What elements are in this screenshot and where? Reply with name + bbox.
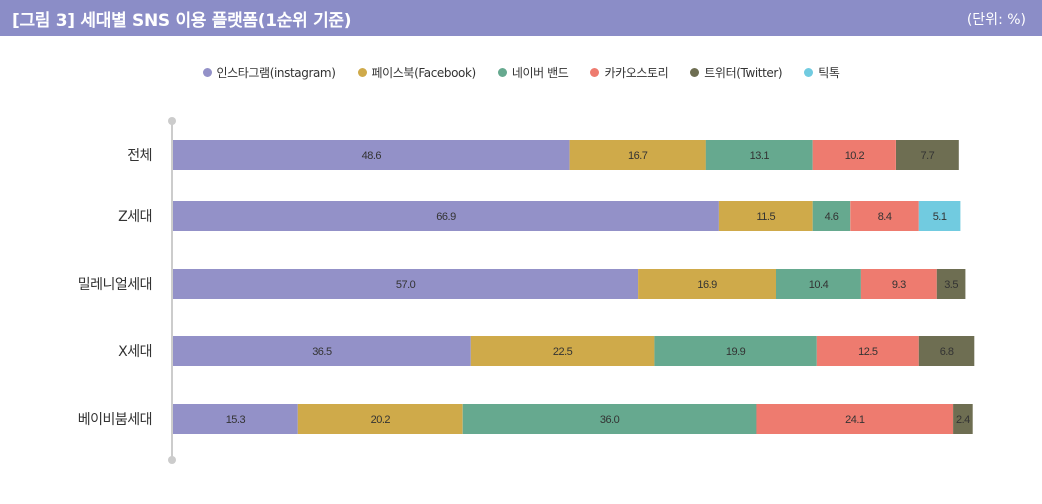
axis-end-dot bbox=[168, 456, 176, 464]
category-label: 밀레니얼세대 bbox=[78, 277, 152, 293]
legend-swatch bbox=[690, 67, 700, 77]
chart-header: [그림 3] 세대별 SNS 이용 플랫폼(1순위 기준) (단위: %) bbox=[0, 0, 1042, 36]
unit-label: (단위: %) bbox=[966, 12, 1026, 28]
bar-segment bbox=[953, 404, 973, 434]
data-label: 2.4 bbox=[956, 414, 970, 426]
bar-segment bbox=[173, 201, 719, 231]
bar-segment bbox=[173, 336, 471, 366]
category-label: X세대 bbox=[118, 344, 152, 360]
bar-segment bbox=[776, 269, 861, 299]
category-label: 베이비붐세대 bbox=[78, 412, 152, 428]
bar-segment bbox=[896, 140, 959, 170]
legend-item: 인스타그램(instagram) bbox=[202, 64, 336, 81]
data-label: 20.2 bbox=[371, 414, 391, 426]
bar-segment bbox=[462, 404, 757, 434]
legend-item: 카카오스토리 bbox=[590, 64, 669, 81]
legend-item: 네이버 밴드 bbox=[497, 64, 569, 81]
data-label: 15.3 bbox=[226, 414, 246, 426]
legend-label: 트위터(Twitter) bbox=[704, 65, 783, 80]
legend-swatch bbox=[590, 67, 600, 77]
bar-segment bbox=[173, 140, 570, 170]
category-label: Z세대 bbox=[118, 209, 152, 225]
bar-segment bbox=[705, 140, 813, 170]
data-label: 16.9 bbox=[697, 279, 717, 291]
legend-label: 네이버 밴드 bbox=[511, 65, 569, 80]
bar-segment bbox=[812, 140, 896, 170]
bar-segment bbox=[850, 201, 919, 231]
bar-segment bbox=[860, 269, 937, 299]
legend-swatch bbox=[357, 67, 367, 77]
data-label: 22.5 bbox=[553, 346, 573, 358]
bar-segment bbox=[918, 201, 961, 231]
data-label: 6.8 bbox=[940, 346, 954, 358]
data-label: 66.9 bbox=[436, 211, 456, 223]
data-label: 24.1 bbox=[845, 414, 865, 426]
bar-segment bbox=[816, 336, 919, 366]
data-label: 9.3 bbox=[892, 279, 906, 291]
legend: 인스타그램(instagram) 페이스북(Facebook) 네이버 밴드 카카오스… bbox=[0, 62, 1042, 82]
bar-segment bbox=[756, 404, 954, 434]
bar-segment bbox=[918, 336, 975, 366]
bar-segment bbox=[470, 336, 655, 366]
data-label: 36.5 bbox=[312, 346, 332, 358]
category-label: 전체 bbox=[127, 148, 152, 164]
legend-swatch bbox=[804, 67, 814, 77]
data-label: 13.1 bbox=[750, 150, 770, 162]
legend-item: 페이스북(Facebook) bbox=[357, 64, 477, 81]
bar-segment bbox=[718, 201, 813, 231]
legend-label: 인스타그램(instagram) bbox=[216, 65, 336, 80]
legend-label: 페이스북(Facebook) bbox=[371, 65, 477, 80]
data-label: 16.7 bbox=[628, 150, 648, 162]
data-label: 10.2 bbox=[845, 150, 865, 162]
bar-segment bbox=[297, 404, 463, 434]
bar-segment bbox=[654, 336, 817, 366]
data-label: 7.7 bbox=[921, 150, 935, 162]
data-label: 4.6 bbox=[825, 211, 839, 223]
bar-segment bbox=[812, 201, 851, 231]
data-label: 12.5 bbox=[858, 346, 878, 358]
bar-segment bbox=[569, 140, 706, 170]
data-label: 3.5 bbox=[944, 279, 958, 291]
chart-title: [그림 3] 세대별 SNS 이용 플랫폼(1순위 기준) bbox=[12, 11, 352, 31]
data-label: 5.1 bbox=[933, 211, 947, 223]
bar-segment bbox=[638, 269, 776, 299]
data-label: 19.9 bbox=[726, 346, 746, 358]
data-label: 8.4 bbox=[878, 211, 892, 223]
legend-label: 카카오스토리 bbox=[604, 65, 669, 80]
data-label: 57.0 bbox=[396, 279, 416, 291]
legend-item: 트위터(Twitter) bbox=[690, 64, 783, 81]
axis-end-dot bbox=[168, 117, 176, 125]
legend-label: 틱톡 bbox=[818, 65, 840, 80]
data-label: 48.6 bbox=[362, 150, 382, 162]
data-label: 10.4 bbox=[809, 279, 829, 291]
legend-item: 틱톡 bbox=[804, 64, 840, 81]
data-label: 36.0 bbox=[600, 414, 620, 426]
bar-segment bbox=[936, 269, 966, 299]
legend-swatch bbox=[497, 67, 507, 77]
bar-segment bbox=[173, 269, 639, 299]
bar-segment bbox=[173, 404, 298, 434]
data-label: 11.5 bbox=[757, 211, 776, 223]
legend-swatch bbox=[202, 67, 212, 77]
